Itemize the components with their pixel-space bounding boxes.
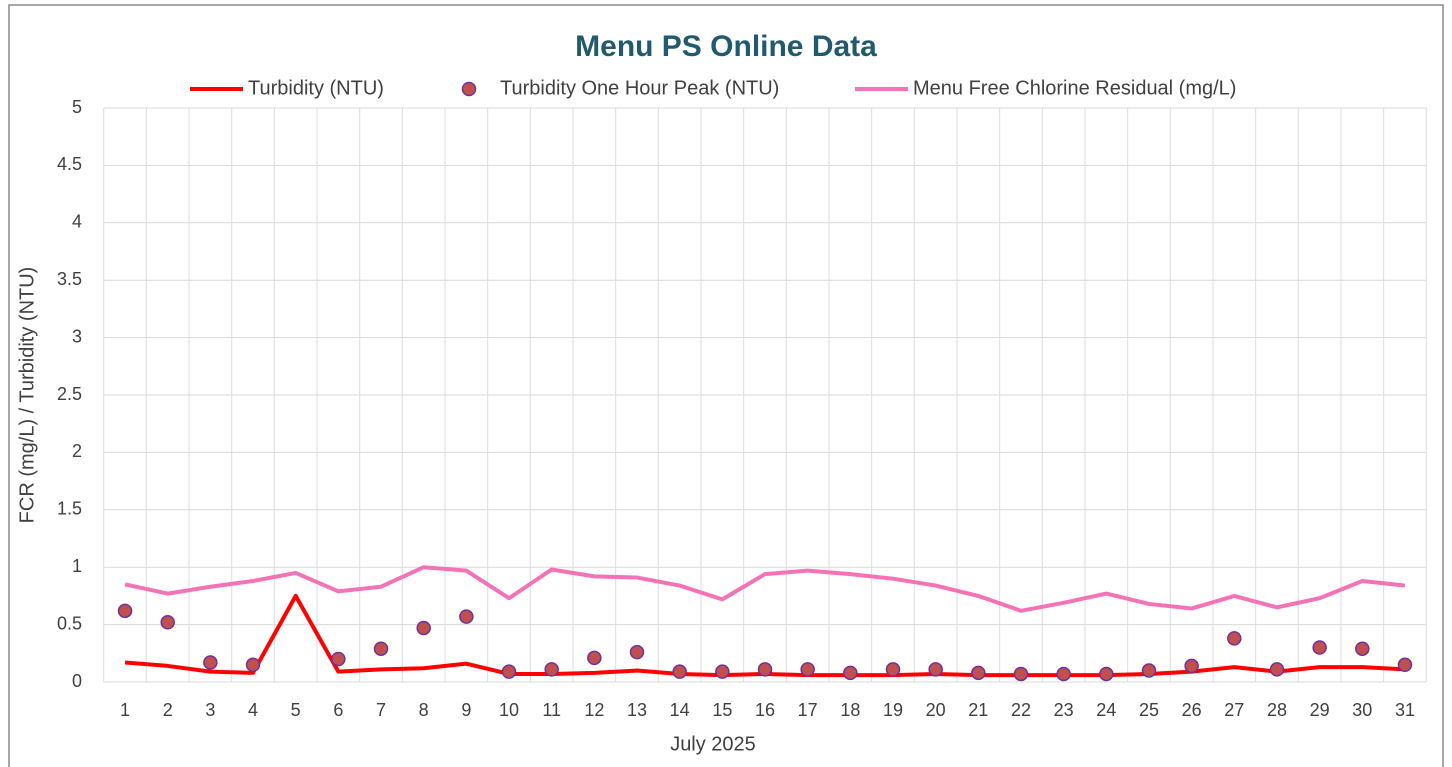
x-tick-label: 13 <box>627 700 647 720</box>
x-tick-label: 30 <box>1352 700 1372 720</box>
peak-point <box>544 662 559 677</box>
x-tick-label: 14 <box>670 700 690 720</box>
x-tick-label: 21 <box>968 700 988 720</box>
y-tick-label: 4 <box>72 212 82 232</box>
y-tick-label: 3.5 <box>57 269 82 289</box>
peak-point <box>1397 657 1413 673</box>
x-tick-label: 23 <box>1054 700 1074 720</box>
x-tick-label: 15 <box>712 700 732 720</box>
x-tick-label: 9 <box>461 700 471 720</box>
peak-point <box>885 662 901 677</box>
peak-point <box>1056 666 1071 682</box>
peak-point <box>843 665 858 681</box>
x-tick-label: 20 <box>926 700 946 720</box>
peak-point <box>629 644 645 660</box>
legend-marker <box>461 81 477 97</box>
y-tick-label: 2 <box>72 441 82 461</box>
y-tick-label: 0.5 <box>57 613 82 633</box>
y-tick-label: 1 <box>72 556 82 576</box>
x-tick-label: 26 <box>1182 700 1202 720</box>
y-tick-label: 0 <box>72 671 82 691</box>
x-axis-label: July 2025 <box>670 733 756 755</box>
y-axis-label: FCR (mg/L) / Turbidity (NTU) <box>16 267 38 524</box>
x-tick-label: 7 <box>376 700 386 720</box>
x-tick-label: 8 <box>419 700 429 720</box>
peak-point <box>245 657 261 673</box>
peak-point <box>203 655 218 670</box>
x-tick-label: 17 <box>798 700 818 720</box>
peak-point <box>459 609 474 624</box>
peak-point <box>373 641 389 656</box>
chart-frame <box>8 4 1444 767</box>
peak-point <box>1355 641 1370 656</box>
peak-point <box>587 650 602 666</box>
y-tick-label: 1.5 <box>57 499 82 519</box>
x-tick-label: 22 <box>1011 700 1031 720</box>
peak-point <box>800 662 815 677</box>
peak-point <box>672 664 687 679</box>
peak-point <box>1013 666 1029 682</box>
peak-point <box>715 664 730 679</box>
y-tick-label: 2.5 <box>57 384 82 404</box>
x-tick-label: 6 <box>333 700 343 720</box>
legend-label: Menu Free Chlorine Residual (mg/L) <box>913 77 1236 99</box>
x-tick-label: 28 <box>1267 700 1287 720</box>
series-line <box>124 565 1406 613</box>
peak-point <box>928 662 943 677</box>
peak-point <box>1141 663 1157 678</box>
x-tick-label: 27 <box>1224 700 1244 720</box>
x-tick-label: 31 <box>1395 700 1415 720</box>
x-tick-label: 16 <box>755 700 775 720</box>
peak-point <box>1312 640 1327 655</box>
x-tick-label: 3 <box>205 700 215 720</box>
grid <box>103 107 1427 683</box>
y-tick-label: 5 <box>72 97 82 117</box>
x-tick-label: 2 <box>163 700 173 720</box>
peak-point <box>1184 658 1199 674</box>
chart-title: Menu PS Online Data <box>575 30 877 63</box>
y-tick-label: 4.5 <box>57 154 82 174</box>
x-tick-label: 18 <box>840 700 860 720</box>
peak-point <box>331 651 346 667</box>
peak-point <box>117 603 133 619</box>
y-tick-label: 3 <box>72 326 82 346</box>
peak-point <box>1269 662 1285 677</box>
x-tick-label: 11 <box>542 700 561 720</box>
x-tick-label: 19 <box>883 700 903 720</box>
peak-point <box>1227 631 1242 646</box>
x-tick-label: 12 <box>584 700 604 720</box>
x-tick-label: 25 <box>1139 700 1159 720</box>
x-tick-label: 10 <box>499 700 519 720</box>
x-tick-label: 24 <box>1096 700 1116 720</box>
peak-point <box>971 665 986 681</box>
x-tick-label: 4 <box>248 700 258 720</box>
legend-label: Turbidity One Hour Peak (NTU) <box>500 77 779 99</box>
peak-point <box>1099 666 1114 682</box>
peak-point <box>757 662 773 677</box>
legend-label: Turbidity (NTU) <box>248 77 384 99</box>
x-tick-label: 1 <box>120 700 130 720</box>
peak-point <box>160 615 175 630</box>
peak-point <box>501 664 517 679</box>
x-tick-label: 5 <box>291 700 301 720</box>
x-tick-label: 29 <box>1310 700 1330 720</box>
peak-point <box>416 620 431 636</box>
